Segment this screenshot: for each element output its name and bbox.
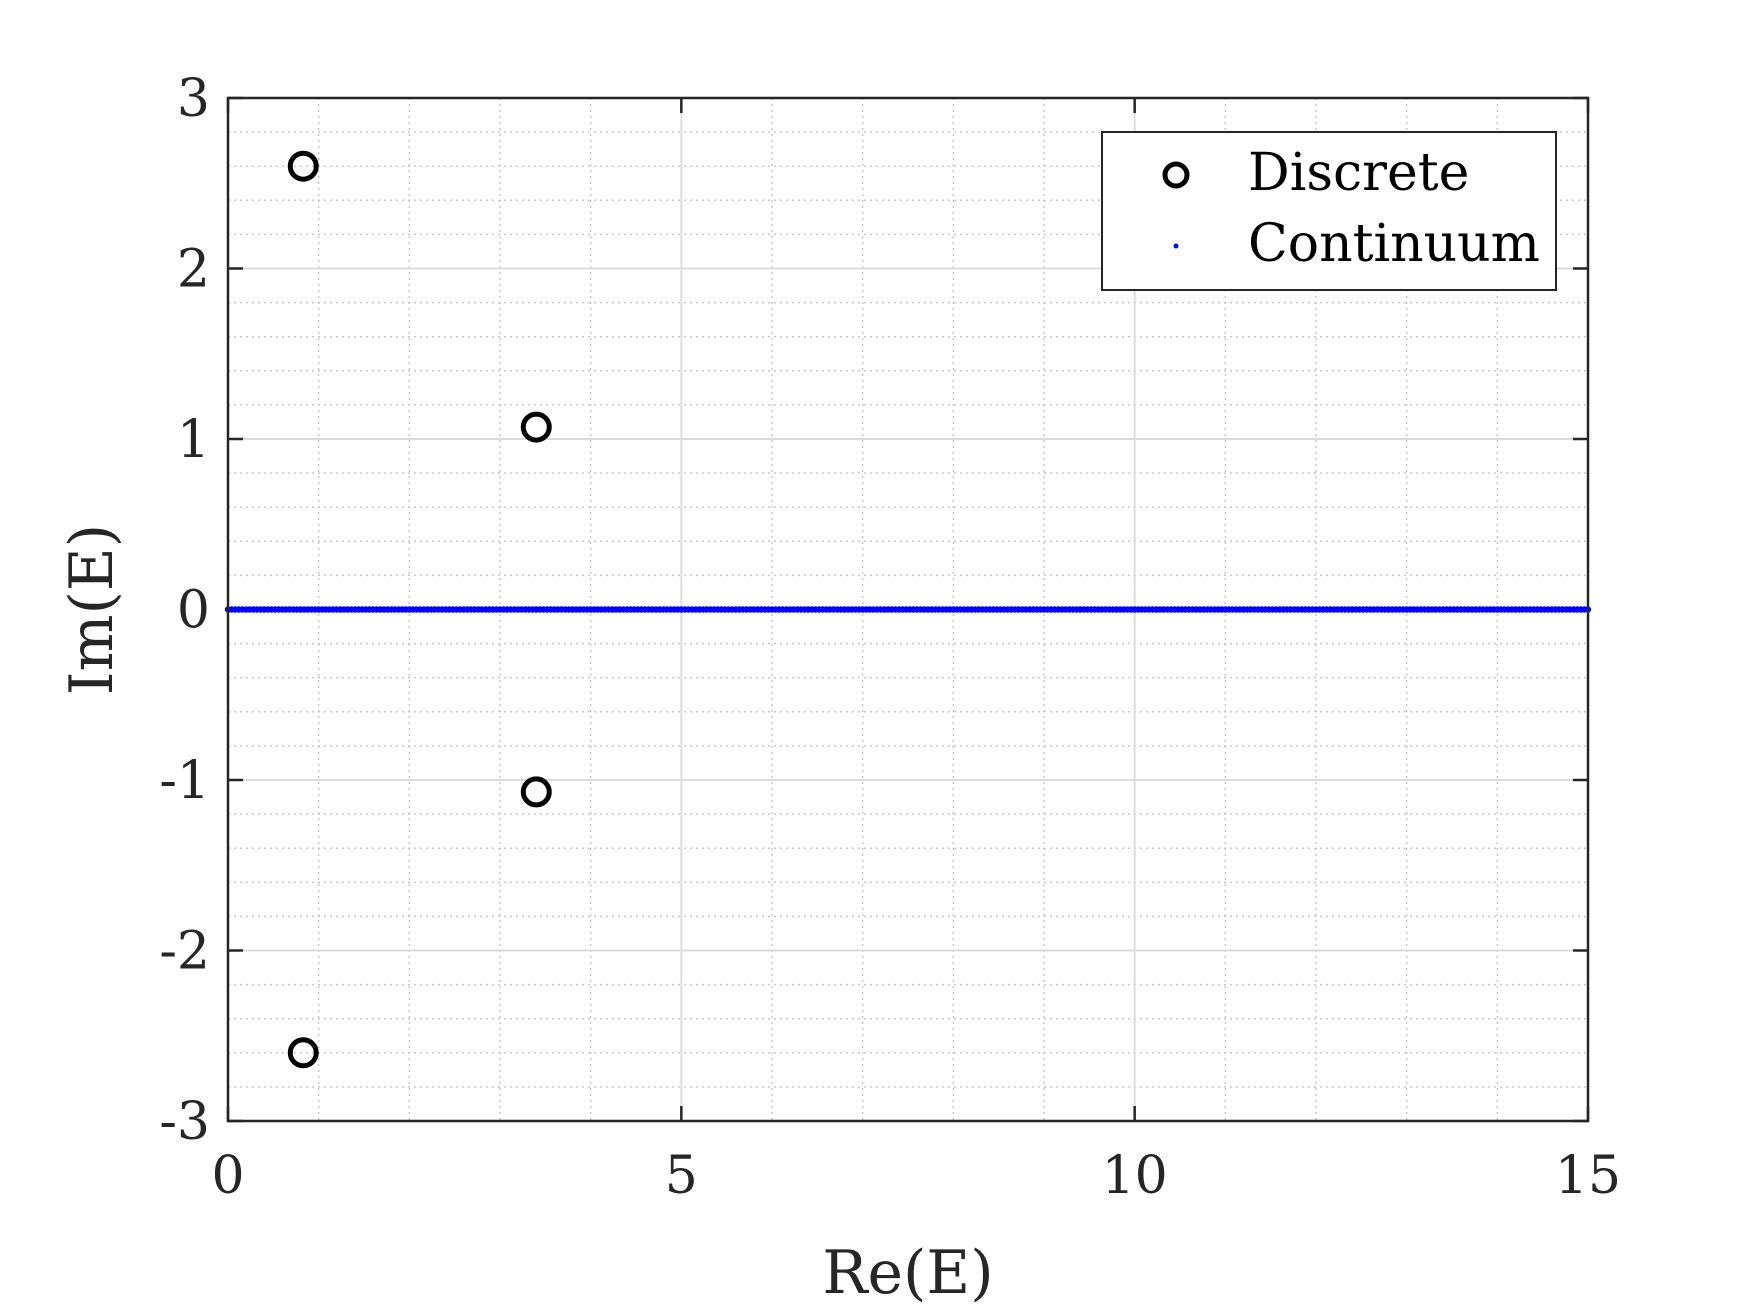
x-axis-label: Re(E): [822, 1238, 993, 1308]
y-tick-label: -3: [159, 1092, 210, 1152]
x-tick-label: 5: [665, 1146, 698, 1206]
y-tick-label: 2: [177, 240, 210, 300]
legend: Discrete Continuum: [1101, 131, 1557, 291]
discrete-series: [287, 150, 552, 1069]
x-tick-label: 0: [211, 1146, 244, 1206]
legend-continuum-label: Continuum: [1248, 214, 1540, 274]
y-axis-label: Im(E): [57, 524, 127, 695]
discrete-point: [520, 776, 552, 808]
discrete-point: [287, 150, 319, 182]
continuum-series: [224, 606, 1592, 613]
legend-box: [1101, 131, 1557, 291]
x-tick-label: 10: [1102, 1146, 1168, 1206]
plot-frame: [226, 96, 1590, 1123]
y-tick-label: 3: [177, 69, 210, 129]
y-tick-label: 1: [177, 410, 210, 470]
tick-labels: 0 5 10 15 -3 -2 -1 0 1 2 3: [159, 69, 1621, 1206]
y-tick-label: 0: [177, 581, 210, 641]
legend-continuum-marker: [1173, 243, 1179, 249]
legend-discrete-marker: [1162, 161, 1190, 189]
x-tick-label: 15: [1555, 1146, 1621, 1206]
y-tick-label: -2: [159, 922, 210, 982]
legend-discrete-label: Discrete: [1248, 143, 1469, 203]
y-tick-label: -1: [159, 751, 210, 811]
discrete-point: [520, 411, 552, 443]
discrete-point: [287, 1037, 319, 1069]
